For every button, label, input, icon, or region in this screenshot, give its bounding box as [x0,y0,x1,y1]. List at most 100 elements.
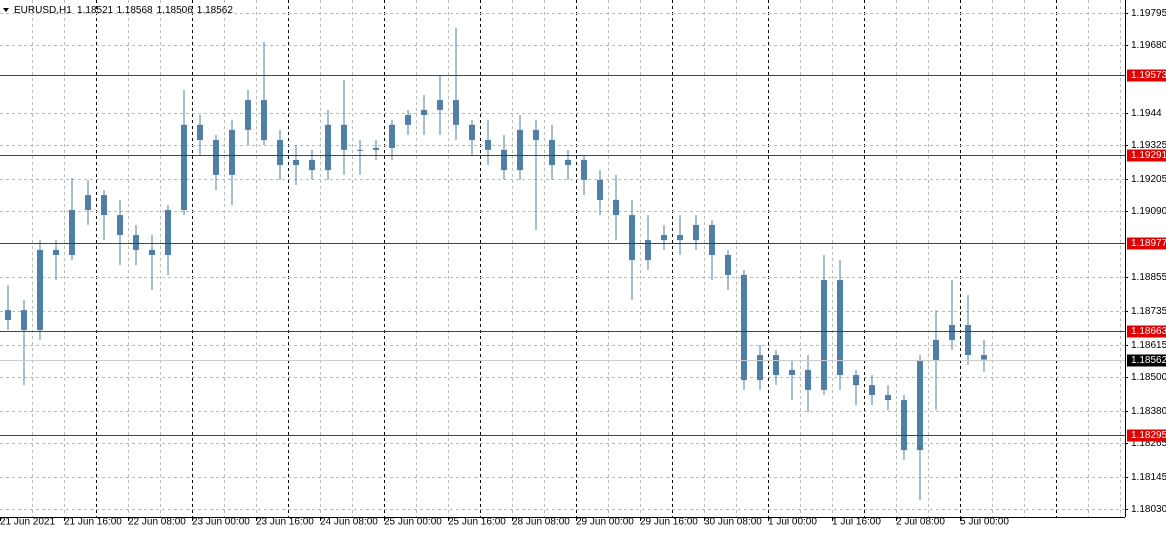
y-tick-label: 1.1944 [1131,108,1162,119]
candle-body [437,100,443,110]
y-tick-label: 1.18265 [1131,438,1166,449]
x-tick-label: 28 Jun 08:00 [512,517,570,528]
candle-body [965,324,971,356]
candle-body [341,124,347,150]
x-tick-label: 30 Jun 08:00 [704,517,762,528]
candle-body [661,235,667,241]
candle-body [853,375,859,386]
candle-body [917,360,923,451]
candle-body [101,195,107,216]
candle-body [901,400,907,451]
candle-body [597,179,603,200]
candle-body [773,355,779,376]
level-label-box [1127,149,1166,162]
candle-body [869,385,875,395]
y-tick-label: 1.18145 [1131,472,1166,483]
y-tick-label: 1.19090 [1131,206,1166,217]
y-tick-label: 1.19795 [1131,8,1166,19]
candle-body [949,324,955,340]
level-label-box [1127,237,1166,250]
x-tick-label: 21 Jun 16:00 [64,517,122,528]
candle-body [293,159,299,166]
candle-body [133,235,139,250]
candle-body [501,149,507,171]
candle-body [805,369,811,390]
bar-open: 1.18521 [77,5,114,16]
x-tick-label: 5 Jul 00:00 [960,517,1009,528]
candle-body [261,100,267,141]
candle-body [37,249,43,331]
candle-body [725,254,731,275]
candle-body [325,124,331,171]
candle-body [277,140,283,166]
candle-body [565,159,571,166]
candle-body [693,224,699,241]
x-tick-label: 29 Jun 16:00 [640,517,698,528]
x-tick-label: 23 Jun 00:00 [192,517,250,528]
x-tick-label: 21 Jun 2021 [0,517,55,528]
candle-body [213,140,219,175]
candle-body [117,215,123,236]
x-tick-label: 23 Jun 16:00 [256,517,314,528]
candle-body [629,215,635,261]
candle-body [421,109,427,115]
candle-body [837,280,843,376]
x-tick-label: 2 Jul 08:00 [896,517,945,528]
x-tick-label: 1 Jul 00:00 [768,517,817,528]
candle-body [197,124,203,141]
candle-body [981,355,987,360]
collapse-icon[interactable] [3,8,9,12]
candle-body [709,224,715,255]
y-tick-label: 1.18380 [1131,406,1166,417]
y-tick-label: 1.18735 [1131,306,1166,317]
y-tick-label: 1.19680 [1131,40,1166,51]
level-label-box [1127,325,1166,338]
bar-close: 1.18562 [197,5,234,16]
candle-body [405,114,411,125]
candle-body [21,310,27,331]
candle-body [357,149,363,151]
candle-body [5,310,11,320]
candle-body [485,140,491,150]
level-label-box [1127,69,1166,82]
candle-body [517,129,523,171]
level-label: 1.19291 [1131,150,1166,161]
candle-body [933,339,939,361]
candle-body [469,124,475,141]
candle-body [373,147,379,150]
candle-body [533,129,539,141]
candle-body [85,195,91,211]
y-tick-label: 1.19205 [1131,174,1166,185]
candle-body [69,210,75,255]
candle-body [581,159,587,180]
level-label: 1.18295 [1131,430,1166,441]
plot [5,27,987,501]
y-tick-label: 1.18500 [1131,372,1166,383]
candle-body [757,355,763,381]
y-tick-label: 1.19325 [1131,140,1166,151]
candle-body [165,210,171,255]
x-tick-label: 29 Jun 00:00 [576,517,634,528]
level-label: 1.19573 [1131,70,1166,81]
chart-header: EURUSD,H1 1.18521 1.18568 1.18506 1.18562 [14,5,233,16]
candle-body [53,249,59,255]
bar-low: 1.18506 [157,5,194,16]
x-tick-label: 22 Jun 08:00 [128,517,186,528]
price-label: 1.18562 [1131,355,1166,366]
candle-body [149,249,155,255]
y-tick-label: 1.18615 [1131,340,1166,351]
candle-body [309,159,315,171]
x-tick-label: 25 Jun 16:00 [448,517,506,528]
candle-body [613,199,619,216]
y-tick-label: 1.18030 [1131,504,1166,515]
x-tick-label: 24 Jun 08:00 [320,517,378,528]
bar-high: 1.18568 [116,5,153,16]
candle-body [741,274,747,381]
candle-body [389,124,395,148]
candle-body [245,100,251,130]
candle-body [645,240,651,261]
symbol: EURUSD,H1 [14,5,72,16]
y-tick-label: 1.18855 [1131,272,1166,283]
